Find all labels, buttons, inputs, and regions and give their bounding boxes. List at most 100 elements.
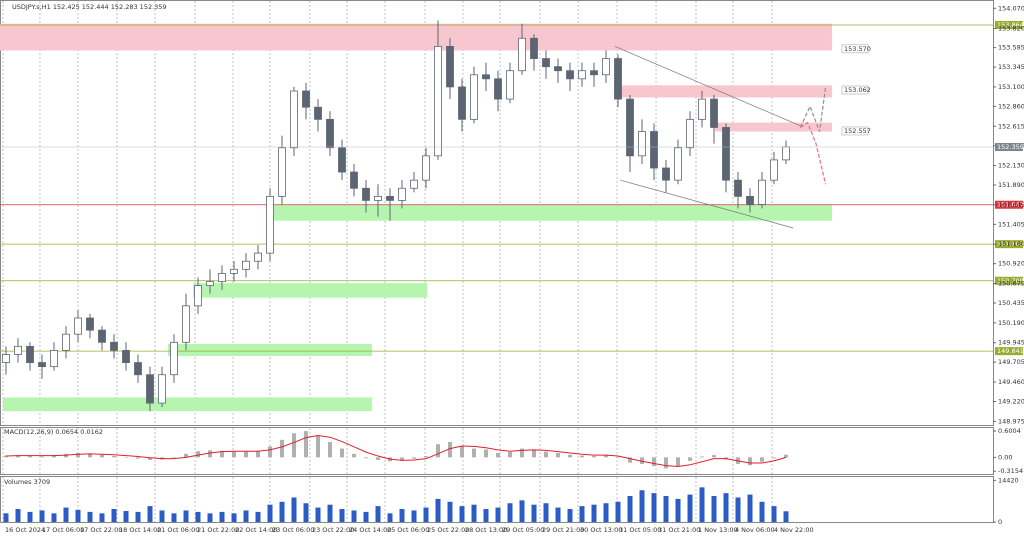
y-tick-label: 153.820 <box>998 25 1024 33</box>
volume-bar <box>243 510 249 522</box>
volume-bar <box>699 487 705 522</box>
x-tick-label: 21 Oct 06:00 <box>157 526 199 534</box>
volume-bar <box>183 510 189 522</box>
y-tick-label: 150.675 <box>998 280 1024 288</box>
zone <box>615 85 832 98</box>
x-tick-label: 17 Oct 06:00 <box>42 526 84 534</box>
candle-body <box>578 70 586 80</box>
macd-bar <box>76 452 80 458</box>
volume-bar <box>783 511 789 522</box>
macd-bar <box>652 457 656 467</box>
candle-body <box>458 86 466 120</box>
candle-body <box>554 66 562 72</box>
candle-body <box>266 195 274 254</box>
x-tick-label: 18 Oct 14:00 <box>119 526 161 534</box>
volume-bar <box>99 513 105 522</box>
volume-bar <box>555 507 561 522</box>
macd-bar <box>4 455 8 458</box>
volume-bar <box>627 496 633 522</box>
macd-bar <box>556 452 560 458</box>
level-label: 153.864 <box>997 21 1024 29</box>
candle-body <box>326 118 334 149</box>
level-label: 149.841 <box>997 347 1024 355</box>
macd-bar <box>424 456 428 458</box>
candle-body <box>770 159 778 181</box>
volume-bar <box>3 513 9 522</box>
macd-bar <box>208 450 212 458</box>
candle-body <box>14 345 22 355</box>
volume-bar <box>27 511 33 522</box>
x-tick-label: 25 Oct 06:00 <box>387 526 429 534</box>
macd-bar <box>592 456 596 458</box>
volume-bar <box>255 511 261 522</box>
macd-bar <box>688 457 692 461</box>
level-tag <box>995 276 1023 285</box>
x-tick-label: 31 Oct 21:00 <box>658 526 700 534</box>
candle-body <box>230 268 238 274</box>
volume-bar <box>159 510 165 522</box>
candle-body <box>74 317 82 335</box>
macd-bar <box>88 453 92 458</box>
volume-bar <box>111 509 117 522</box>
macd-bar <box>400 457 404 461</box>
volume-bar <box>315 507 321 522</box>
x-tick-label: 30 Oct 13:00 <box>580 526 622 534</box>
volume-bar <box>411 510 417 522</box>
y-tick-label: 153.585 <box>998 44 1024 52</box>
macd-bar <box>340 448 344 458</box>
volume-bar <box>147 506 153 522</box>
macd-bar <box>664 457 668 469</box>
y-tick-label: 149.460 <box>998 378 1024 386</box>
macd-bar <box>352 453 356 458</box>
candle-body <box>542 58 550 68</box>
macd-bar <box>532 449 536 458</box>
level-tag <box>995 20 1023 29</box>
current-price-label: 152.359 <box>997 143 1024 151</box>
candle-body <box>290 90 298 149</box>
candle-body <box>506 70 514 100</box>
volume-bar <box>543 503 549 522</box>
macd-bar <box>484 449 488 458</box>
volume-bar <box>651 493 657 522</box>
candle-body <box>626 98 634 157</box>
candle-body <box>638 131 646 157</box>
volume-bar <box>423 507 429 522</box>
volume-bar <box>339 509 345 522</box>
candle-body <box>518 37 526 72</box>
macd-bar <box>784 454 788 458</box>
y-tick-label: 150.435 <box>998 299 1024 307</box>
macd-bar <box>640 457 644 464</box>
level-label: 151.161 <box>997 240 1024 248</box>
y-tick-label: 153.345 <box>998 63 1024 71</box>
x-tick-label: 1 Nov 13:00 <box>698 526 738 534</box>
y-tick-label: 151.405 <box>998 220 1024 228</box>
volume-bar <box>231 513 237 522</box>
price-panel <box>0 0 994 426</box>
volume-bar <box>483 509 489 522</box>
volume-bar <box>327 504 333 522</box>
candle-body <box>374 195 382 201</box>
candle-body <box>170 341 178 376</box>
volume-bar <box>171 513 177 522</box>
volume-bar <box>447 501 453 522</box>
y-tick-label: 153.100 <box>998 83 1024 91</box>
trend-line <box>614 46 801 127</box>
x-tick-label: 21 Oct 22:00 <box>197 526 239 534</box>
volume-bar <box>747 494 753 522</box>
volume-bar <box>591 504 597 522</box>
current-tag <box>995 143 1023 152</box>
candle-body <box>86 317 94 331</box>
candle-body <box>206 281 214 286</box>
candle-body <box>218 272 226 282</box>
x-tick-label: 29 Oct 05:00 <box>502 526 544 534</box>
y-tick-label: 151.645 <box>998 201 1024 209</box>
volume-bar <box>267 504 273 522</box>
zone <box>0 23 832 51</box>
volume-bar <box>663 496 669 522</box>
level-label: 150.709 <box>997 277 1024 285</box>
macd-bar <box>220 450 224 458</box>
volume-bar <box>507 503 513 522</box>
macd-bar <box>412 457 416 459</box>
volume-bar <box>687 494 693 522</box>
volume-bar <box>375 506 381 522</box>
